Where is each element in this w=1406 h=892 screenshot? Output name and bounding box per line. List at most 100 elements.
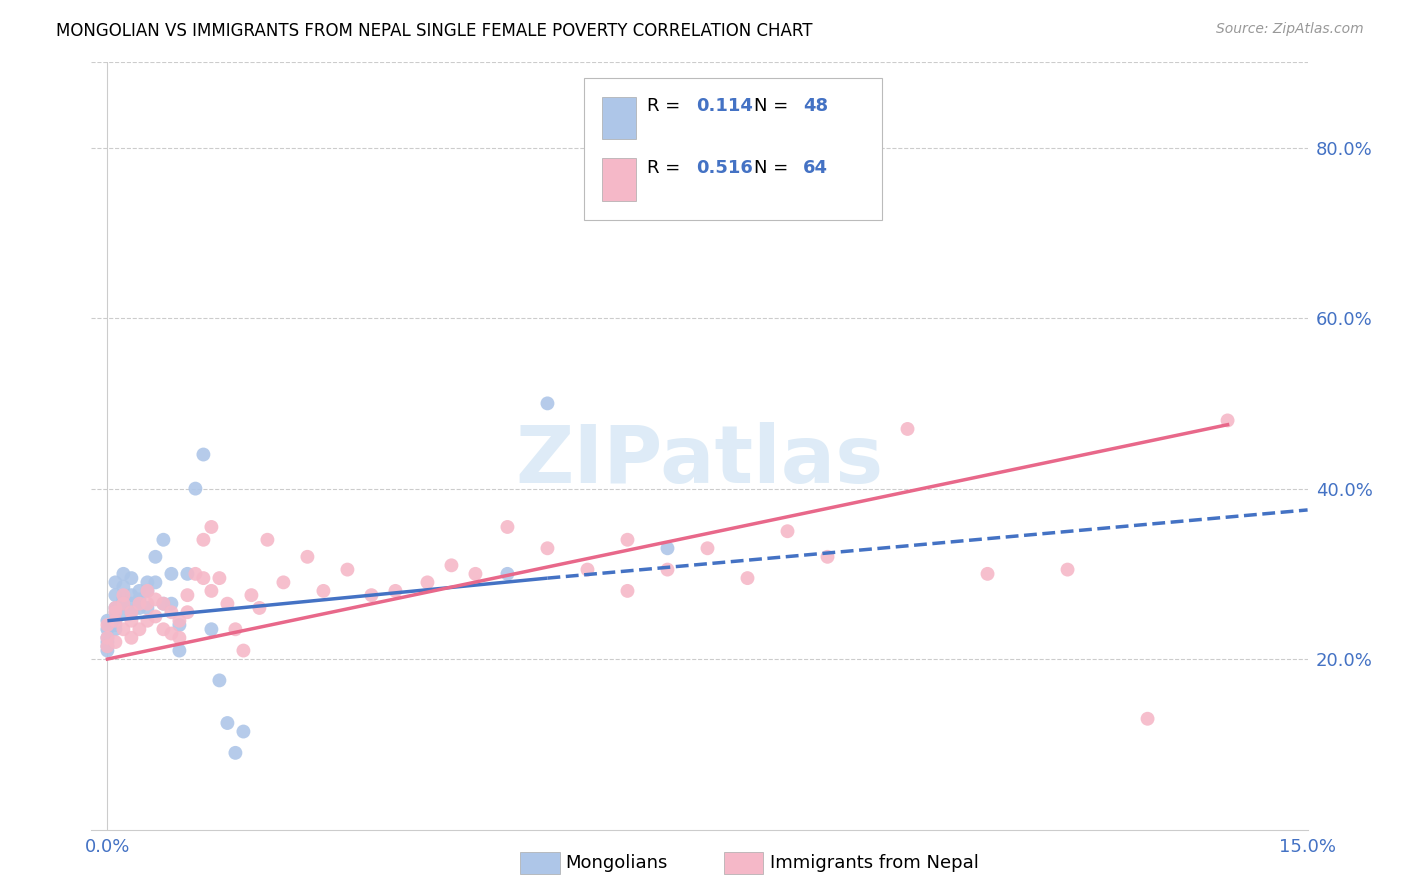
- Point: [145, 609, 167, 624]
- Point: [96, 640, 118, 654]
- Point: [496, 520, 519, 534]
- Point: [104, 601, 127, 615]
- Point: [104, 618, 127, 632]
- Point: [200, 520, 222, 534]
- Point: [1136, 712, 1159, 726]
- Point: [169, 614, 191, 628]
- Text: MONGOLIAN VS IMMIGRANTS FROM NEPAL SINGLE FEMALE POVERTY CORRELATION CHART: MONGOLIAN VS IMMIGRANTS FROM NEPAL SINGL…: [56, 22, 813, 40]
- Point: [976, 566, 998, 581]
- Point: [817, 549, 839, 564]
- Point: [152, 533, 174, 547]
- Point: [169, 618, 191, 632]
- Point: [256, 533, 278, 547]
- Point: [232, 724, 254, 739]
- Point: [152, 597, 174, 611]
- Text: 0.516: 0.516: [696, 159, 752, 177]
- Point: [136, 597, 159, 611]
- Text: N =: N =: [754, 97, 794, 115]
- Point: [657, 563, 679, 577]
- Point: [112, 605, 135, 619]
- Point: [184, 566, 207, 581]
- Point: [112, 622, 135, 636]
- Point: [96, 643, 118, 657]
- Point: [312, 583, 335, 598]
- Point: [160, 605, 183, 619]
- Point: [145, 592, 167, 607]
- Point: [96, 631, 118, 645]
- Text: 0.114: 0.114: [696, 97, 752, 115]
- Point: [96, 631, 118, 645]
- Point: [120, 631, 142, 645]
- Point: [104, 614, 127, 628]
- Point: [896, 422, 918, 436]
- Point: [104, 605, 127, 619]
- Point: [120, 605, 142, 619]
- Text: N =: N =: [754, 159, 794, 177]
- Point: [360, 588, 382, 602]
- Point: [112, 588, 135, 602]
- Point: [112, 597, 135, 611]
- Point: [112, 580, 135, 594]
- Point: [536, 541, 558, 556]
- Text: R =: R =: [647, 97, 686, 115]
- Point: [136, 614, 159, 628]
- Text: ZIPatlas: ZIPatlas: [516, 422, 883, 500]
- Point: [217, 716, 239, 731]
- Point: [336, 563, 359, 577]
- Bar: [602, 159, 637, 201]
- Point: [184, 482, 207, 496]
- Point: [152, 597, 174, 611]
- Point: [193, 571, 215, 585]
- Point: [145, 549, 167, 564]
- Point: [657, 541, 679, 556]
- Point: [240, 588, 263, 602]
- Point: [176, 588, 198, 602]
- Point: [169, 643, 191, 657]
- Point: [145, 575, 167, 590]
- Text: Mongolians: Mongolians: [565, 855, 668, 872]
- Point: [696, 541, 718, 556]
- Point: [120, 605, 142, 619]
- Point: [193, 533, 215, 547]
- Point: [104, 601, 127, 615]
- Text: Source: ZipAtlas.com: Source: ZipAtlas.com: [1216, 22, 1364, 37]
- Point: [416, 575, 439, 590]
- Point: [136, 575, 159, 590]
- Point: [496, 566, 519, 581]
- Point: [1216, 413, 1239, 427]
- FancyBboxPatch shape: [583, 78, 882, 219]
- Point: [217, 597, 239, 611]
- Point: [104, 622, 127, 636]
- Point: [208, 571, 231, 585]
- Point: [128, 583, 150, 598]
- Point: [112, 597, 135, 611]
- Point: [96, 622, 118, 636]
- Point: [169, 631, 191, 645]
- Point: [96, 618, 118, 632]
- Point: [96, 635, 118, 649]
- Point: [136, 583, 159, 598]
- Point: [104, 575, 127, 590]
- Point: [104, 605, 127, 619]
- Point: [737, 571, 759, 585]
- Point: [112, 592, 135, 607]
- Point: [616, 533, 638, 547]
- Point: [176, 566, 198, 581]
- Text: 64: 64: [803, 159, 828, 177]
- Point: [224, 622, 246, 636]
- Point: [464, 566, 486, 581]
- Point: [128, 592, 150, 607]
- Point: [96, 640, 118, 654]
- Bar: [602, 97, 637, 139]
- Point: [193, 448, 215, 462]
- Point: [440, 558, 463, 573]
- Point: [232, 643, 254, 657]
- Point: [1056, 563, 1078, 577]
- Point: [152, 622, 174, 636]
- Point: [616, 583, 638, 598]
- Point: [128, 622, 150, 636]
- Point: [136, 601, 159, 615]
- Point: [112, 566, 135, 581]
- Point: [128, 597, 150, 611]
- Point: [176, 605, 198, 619]
